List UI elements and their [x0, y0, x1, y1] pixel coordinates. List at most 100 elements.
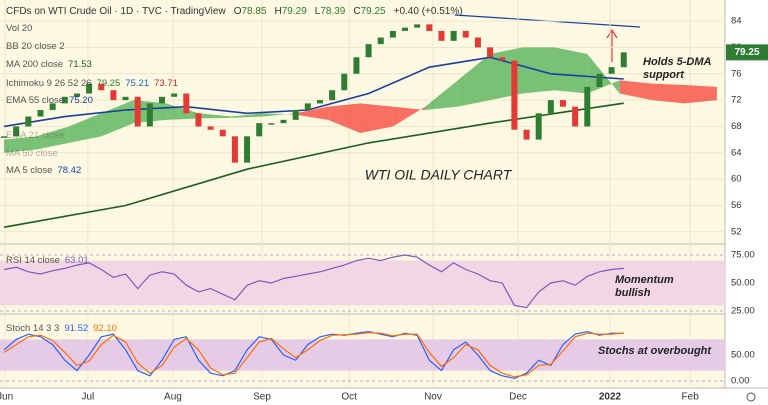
candle — [572, 106, 579, 127]
legend-value: 79.25 — [97, 78, 121, 89]
candle — [61, 96, 68, 104]
ichimoku-cloud — [328, 103, 361, 134]
legend-entry: RSI 14 close 63.01 — [6, 255, 89, 266]
candle — [268, 123, 275, 125]
legend-label: MA 5 close — [6, 165, 52, 176]
y-tick-label: 68 — [731, 121, 742, 132]
x-tick-label: Nov — [424, 392, 442, 403]
candle — [25, 116, 32, 127]
candle — [402, 27, 409, 31]
legend-label: RSI 14 close — [6, 255, 60, 266]
candle — [195, 113, 202, 127]
annotation: Holds 5-DMA — [643, 56, 712, 68]
line-series — [3, 56, 624, 128]
candle — [499, 57, 506, 61]
y-tick-label: 60 — [731, 174, 742, 185]
ichimoku-cloud — [101, 100, 134, 137]
candle — [487, 47, 494, 58]
candle — [171, 93, 178, 97]
ichimoku-cloud — [198, 113, 231, 119]
candle — [353, 57, 360, 74]
bands — [0, 47, 725, 371]
legend-value: 75.20 — [69, 95, 93, 106]
candle — [559, 100, 566, 107]
candle — [620, 52, 627, 68]
legend-label: EMA 21 close — [6, 130, 64, 141]
band — [0, 260, 725, 306]
candle — [159, 96, 166, 104]
y-tick-label: 76 — [731, 68, 742, 79]
candle — [256, 123, 263, 137]
ichimoku-cloud — [230, 113, 264, 118]
ohlc-item: 78.85 — [241, 6, 266, 17]
candle — [37, 109, 44, 117]
header-title: CFDs on WTI Crude Oil · 1D · TVC · Tradi… — [6, 6, 463, 17]
ichimoku-cloud — [295, 106, 329, 120]
legend-entry: Ichimoku 9 26 52 26 79.25 75.21 73.71 — [6, 78, 178, 89]
legend-label: Vol 20 — [6, 23, 32, 34]
x-tick-label: Jul — [81, 392, 94, 403]
line-series — [3, 254, 624, 309]
candle — [596, 73, 603, 87]
legend-entry: Stoch 14 3 3 91.52 92.10 — [6, 323, 117, 334]
y-tick-label: 50.00 — [731, 350, 755, 361]
legend-value: 63.01 — [65, 255, 89, 266]
last-price-label: 79.25 — [734, 47, 759, 58]
y-tick-label: 64 — [731, 147, 742, 158]
annotation: bullish — [615, 287, 651, 299]
candle — [414, 24, 421, 28]
x-tick-label: Feb — [682, 392, 700, 403]
legend-value: 75.21 — [125, 78, 149, 89]
y-tick-label: 25.00 — [731, 305, 755, 316]
ohlc-item: 79.25 — [361, 6, 386, 17]
y-tick-label: 50.00 — [731, 277, 755, 288]
candle — [244, 136, 251, 163]
legend-label: EMA 55 close — [6, 95, 64, 106]
plot-background — [0, 0, 725, 388]
annotation: support — [643, 69, 685, 81]
x-tick-label: Oct — [341, 392, 357, 403]
ichimoku-cloud — [684, 84, 717, 104]
legend-label: Ichimoku 9 26 52 26 — [6, 78, 92, 89]
x-tick-label: 2022 — [599, 392, 622, 403]
legend-entry: MA 200 close 71.53 — [6, 59, 92, 70]
candle — [474, 37, 481, 48]
candle — [122, 96, 129, 101]
ichimoku-cloud — [652, 83, 685, 104]
candle — [13, 126, 20, 137]
legend-entry: EMA 21 close — [6, 130, 64, 141]
ohlc-item: O — [234, 6, 242, 17]
ohlc-item: L — [315, 6, 321, 17]
legend-value: 92.10 — [93, 323, 117, 334]
legend-entry: EMA 55 close 75.20 — [6, 95, 93, 106]
candle — [341, 73, 348, 91]
candle — [207, 126, 214, 130]
candle — [438, 30, 445, 41]
candle — [110, 90, 117, 101]
candle — [511, 60, 518, 130]
ichimoku-cloud — [68, 113, 102, 143]
legend-value: 73.71 — [154, 78, 178, 89]
header-text: CFDs on WTI Crude Oil · 1D · TVC · Tradi… — [6, 6, 226, 17]
ichimoku-cloud — [619, 80, 653, 101]
ichimoku-cloud — [263, 113, 296, 117]
candle — [280, 119, 287, 124]
legend-value: 78.42 — [57, 165, 81, 176]
candle — [523, 129, 530, 140]
ohlc-item: +0.40 (+0.51%) — [394, 6, 463, 17]
line-series — [3, 332, 624, 378]
x-tick-label: Sep — [253, 392, 271, 403]
annotation: Stochs at overbought — [598, 345, 712, 357]
candle — [1, 136, 8, 138]
y-tick-label: 75.00 — [731, 249, 755, 260]
settings-icon[interactable] — [746, 392, 756, 402]
y-tick-label: 0.00 — [731, 376, 750, 387]
ichimoku-cloud — [425, 80, 458, 110]
candle — [584, 86, 591, 127]
annotation: Momentum — [615, 274, 674, 286]
candle — [292, 109, 299, 120]
legend-label: MA 50 close — [6, 148, 58, 159]
candle — [304, 103, 311, 110]
